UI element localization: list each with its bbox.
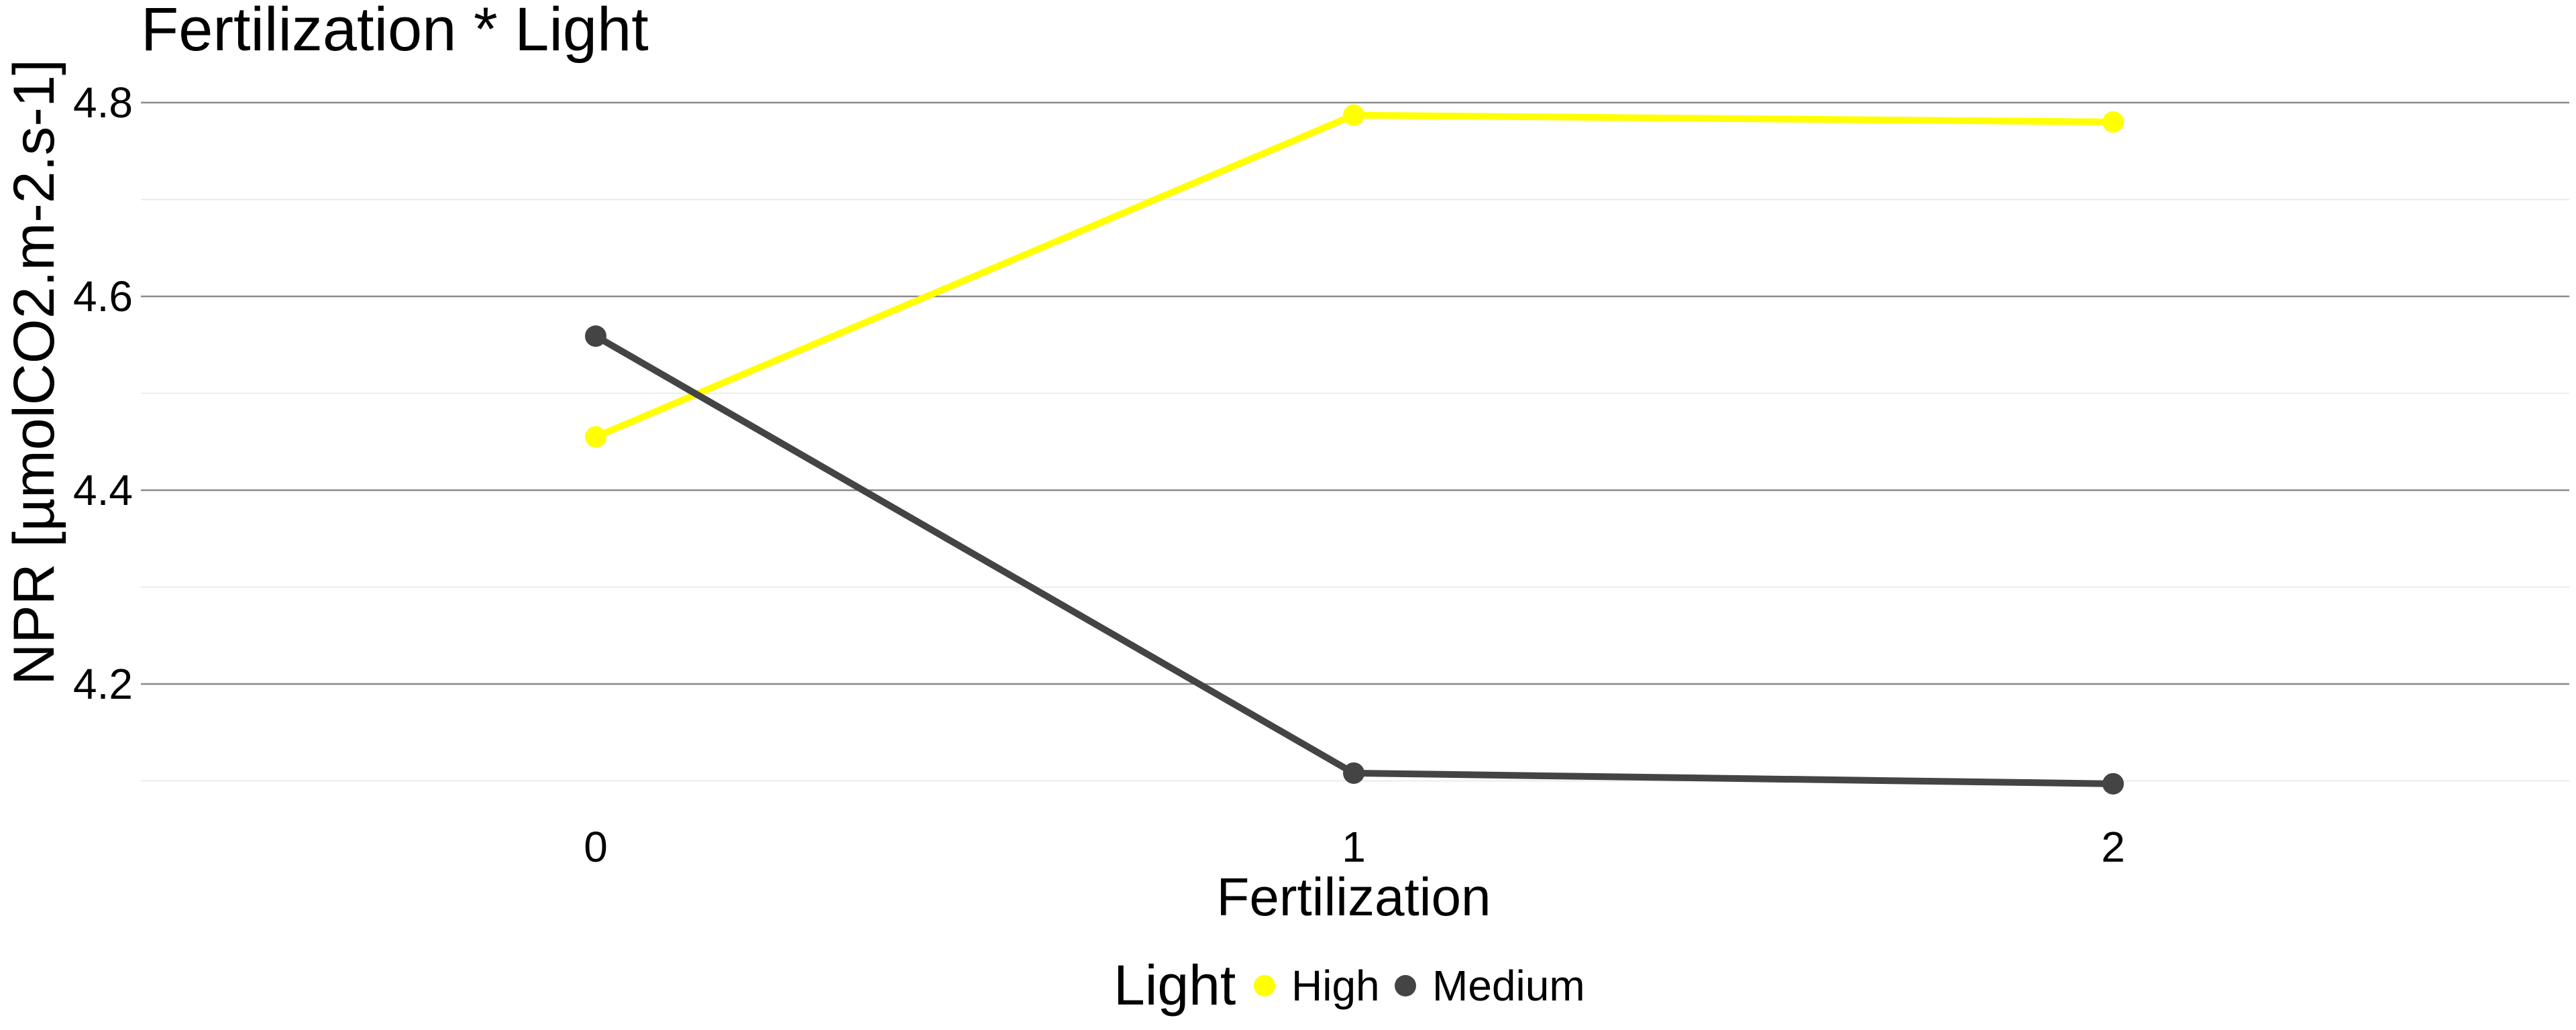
legend-label-medium: Medium bbox=[1432, 962, 1585, 1010]
y-axis-label: NPR [µmolCO2.m-2.s-1] bbox=[2, 59, 66, 685]
y-tick-labels: 4.2 4.4 4.6 4.8 bbox=[73, 78, 133, 708]
series-point-high bbox=[2102, 111, 2124, 133]
x-tick-label: 1 bbox=[1342, 823, 1366, 871]
legend-key-medium bbox=[1395, 975, 1416, 996]
chart-title: Fertilization * Light bbox=[141, 0, 649, 64]
y-tick-label: 4.8 bbox=[73, 78, 133, 127]
legend-label-high: High bbox=[1291, 962, 1380, 1010]
x-tick-label: 2 bbox=[2101, 823, 2125, 871]
x-tick-label: 0 bbox=[584, 823, 608, 871]
legend-key-high bbox=[1254, 975, 1275, 996]
grid-lines bbox=[141, 101, 2569, 782]
series-points bbox=[585, 104, 2124, 795]
series-point-medium bbox=[2102, 772, 2124, 795]
legend-title: Light bbox=[1114, 954, 1236, 1017]
series-point-high bbox=[585, 426, 606, 448]
x-axis-label: Fertilization bbox=[1216, 867, 1491, 927]
legend: Light High Medium bbox=[1114, 954, 1585, 1017]
series-point-medium bbox=[585, 325, 606, 347]
y-tick-label: 4.2 bbox=[73, 660, 133, 708]
series-point-high bbox=[1343, 104, 1364, 126]
series-point-medium bbox=[1343, 762, 1364, 784]
y-tick-label: 4.4 bbox=[73, 466, 133, 514]
y-tick-label: 4.6 bbox=[73, 272, 133, 321]
x-tick-labels: 0 1 2 bbox=[584, 823, 2125, 871]
